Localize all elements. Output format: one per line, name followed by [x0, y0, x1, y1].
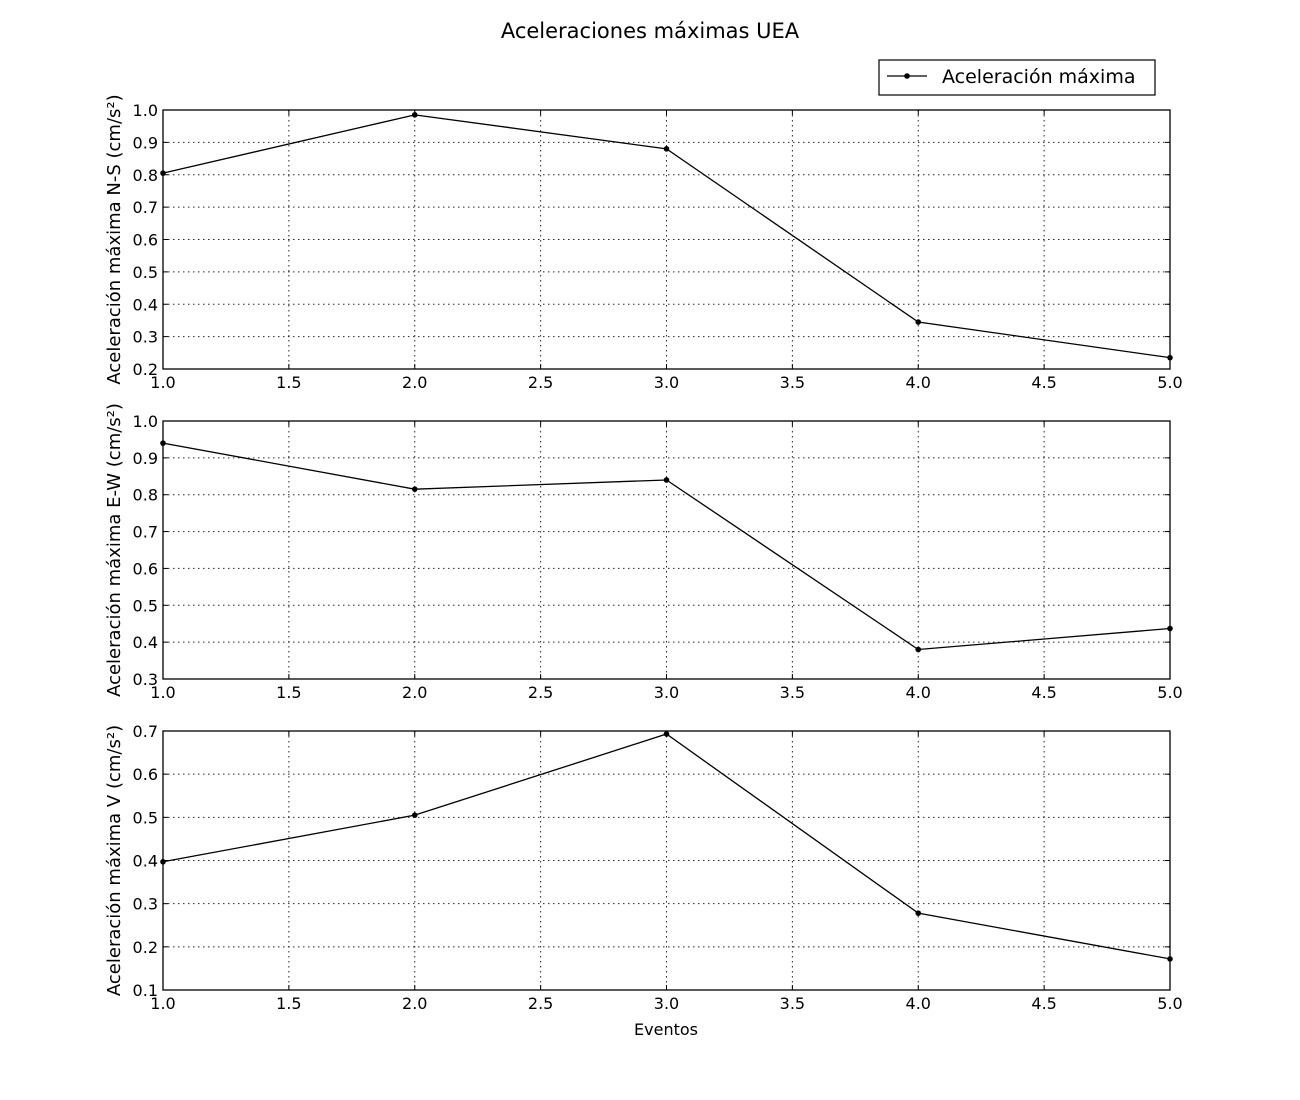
ns-y-tick-label: 0.3 [133, 328, 158, 347]
legend-box [878, 59, 1156, 96]
v-y-tick-label: 0.2 [133, 938, 158, 957]
ew-data-point [411, 486, 418, 492]
ns-x-tick-label: 2.0 [402, 373, 427, 392]
ns-y-tick-label: 0.7 [133, 198, 158, 217]
panel-north-south: 1.0 1.5 2.0 2.5 3.0 3.5 4.0 4.5 5.0 0.2 0.3 0.4 0.5 0… [104, 94, 1183, 392]
v-x-tick-label: 3.0 [654, 994, 679, 1013]
ns-data-point [160, 170, 166, 176]
ns-y-tick-label: 1.0 [133, 101, 158, 120]
ns-y-tick-label: 0.5 [133, 263, 158, 282]
ns-x-tick-label: 3.5 [780, 373, 805, 392]
ew-y-tick-label: 0.8 [133, 486, 158, 505]
ns-plot-frame [162, 109, 1171, 370]
x-axis-label: Eventos [634, 1020, 698, 1039]
v-data-point [411, 812, 418, 818]
ew-y-tick-label: 1.0 [133, 412, 158, 431]
ns-y-tick-label: 0.4 [133, 295, 158, 314]
panel-east-west: 1.0 1.5 2.0 2.5 3.0 3.5 4.0 4.5 5.0 0.3 0.4 0.5 0.6 0… [104, 403, 1183, 702]
ew-y-tick-label: 0.5 [133, 596, 158, 615]
v-y-tick-label: 0.7 [133, 722, 158, 741]
ns-data-point [1167, 354, 1173, 361]
ns-x-tick-label: 4.5 [1031, 373, 1056, 392]
v-data-point [915, 910, 922, 916]
ns-x-tick-label: 2.5 [528, 373, 553, 392]
ew-data-point [160, 440, 166, 446]
ns-x-tick-label: 3.0 [654, 373, 679, 392]
ns-data-point [411, 112, 418, 118]
ew-x-tick-label: 1.0 [150, 683, 175, 702]
ew-x-tick-label: 2.5 [528, 683, 553, 702]
v-data-point [663, 731, 670, 737]
ew-x-tick-label: 1.5 [276, 683, 301, 702]
legend: Aceleración máxima [878, 59, 1156, 96]
ns-y-axis-label: Aceleración máxima N-S (cm/s²) [104, 94, 125, 384]
ew-y-tick-label: 0.3 [133, 670, 158, 689]
ew-x-tick-label: 3.5 [780, 683, 805, 702]
legend-marker-swatch [904, 73, 910, 79]
ns-y-tick-label: 0.9 [133, 133, 158, 152]
chart-title: Aceleraciones máximas UEA [501, 19, 800, 43]
ew-y-tick-label: 0.4 [133, 633, 158, 652]
ns-data-point [663, 146, 670, 152]
ns-y-tick-label: 0.2 [133, 360, 158, 379]
v-x-tick-label: 4.0 [906, 994, 931, 1013]
v-y-tick-label: 0.6 [133, 765, 158, 784]
legend-label: Aceleración máxima [942, 66, 1135, 88]
ew-x-tick-label: 4.0 [906, 683, 931, 702]
v-x-tick-label: 3.5 [780, 994, 805, 1013]
ew-y-tick-label: 0.7 [133, 523, 158, 542]
ns-x-tick-label: 1.0 [150, 373, 175, 392]
v-x-tick-label: 4.5 [1031, 994, 1056, 1013]
ew-y-tick-label: 0.6 [133, 559, 158, 578]
ns-x-tick-label: 4.0 [906, 373, 931, 392]
ew-x-tick-label: 3.0 [654, 683, 679, 702]
ew-data-point [1167, 625, 1173, 632]
v-data-point [1167, 956, 1173, 962]
ns-x-tick-label: 5.0 [1157, 373, 1182, 392]
v-x-tick-label: 2.5 [528, 994, 553, 1013]
v-x-tick-label: 5.0 [1157, 994, 1182, 1013]
v-x-tick-label: 1.5 [276, 994, 301, 1013]
v-y-tick-label: 0.4 [133, 852, 158, 871]
ew-y-axis-label: Aceleración máxima E-W (cm/s²) [104, 403, 125, 697]
ns-y-tick-label: 0.8 [133, 166, 158, 185]
v-data-point [160, 858, 166, 865]
ns-y-tick-label: 0.6 [133, 231, 158, 250]
ew-plot-frame [162, 420, 1171, 680]
ew-data-point [663, 477, 670, 483]
panel-vertical: 1.0 1.5 2.0 2.5 3.0 3.5 4.0 4.5 5.0 0.1 0.2 0.3 0.4 0… [104, 722, 1183, 1013]
v-x-tick-label: 1.0 [150, 994, 175, 1013]
ew-y-tick-label: 0.9 [133, 449, 158, 468]
v-y-tick-label: 0.3 [133, 895, 158, 914]
v-x-tick-label: 2.0 [402, 994, 427, 1013]
v-y-tick-label: 0.1 [133, 981, 158, 1000]
ew-data-point [915, 646, 922, 653]
v-y-tick-label: 0.5 [133, 808, 158, 827]
ew-x-tick-label: 2.0 [402, 683, 427, 702]
ns-data-point [915, 319, 922, 325]
ew-x-tick-label: 5.0 [1157, 683, 1182, 702]
ns-x-tick-label: 1.5 [276, 373, 301, 392]
v-y-axis-label: Aceleración máxima V (cm/s²) [104, 725, 125, 996]
ew-x-tick-label: 4.5 [1031, 683, 1056, 702]
